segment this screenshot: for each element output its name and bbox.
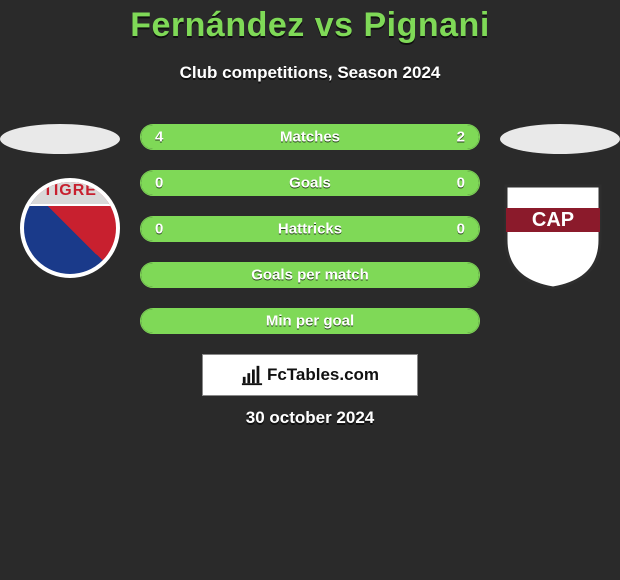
shadow-ellipse-right [500,124,620,154]
team-badge-right: CAP [500,180,600,280]
stat-row: Goals per match [140,262,480,288]
stat-label: Goals [289,175,331,192]
stat-label: Min per goal [266,313,354,330]
date-text: 30 october 2024 [246,408,375,428]
root: Fernández vs Pignani Club competitions, … [0,0,620,580]
svg-text:CAP: CAP [532,209,574,231]
brand-text: FcTables.com [267,365,379,385]
stat-label: Hattricks [278,221,342,238]
stat-row: Min per goal [140,308,480,334]
stat-value-right: 2 [457,129,465,146]
page-subtitle: Club competitions, Season 2024 [0,63,620,83]
stat-label: Matches [280,129,340,146]
stat-value-right: 0 [457,175,465,192]
team-badge-left: TIGRE [20,178,120,278]
stat-row: 0 0 Hattricks [140,216,480,242]
tigre-crest: TIGRE [20,178,120,278]
stat-value-left: 4 [155,129,163,146]
stat-row: 4 2 Matches [140,124,480,150]
stat-row: 0 0 Goals [140,170,480,196]
stat-value-right: 0 [457,221,465,238]
tigre-crest-text: TIGRE [24,182,116,200]
shadow-ellipse-left [0,124,120,154]
stats-panel: 4 2 Matches 0 0 Goals 0 0 Hattricks Goals per mat… [140,124,480,354]
brand-badge[interactable]: FcTables.com [202,354,418,396]
page-title: Fernández vs Pignani [0,0,620,45]
stat-label: Goals per match [251,267,369,284]
cap-crest: CAP [500,180,606,292]
stat-value-left: 0 [155,175,163,192]
stat-value-left: 0 [155,221,163,238]
bar-chart-icon [241,364,263,386]
